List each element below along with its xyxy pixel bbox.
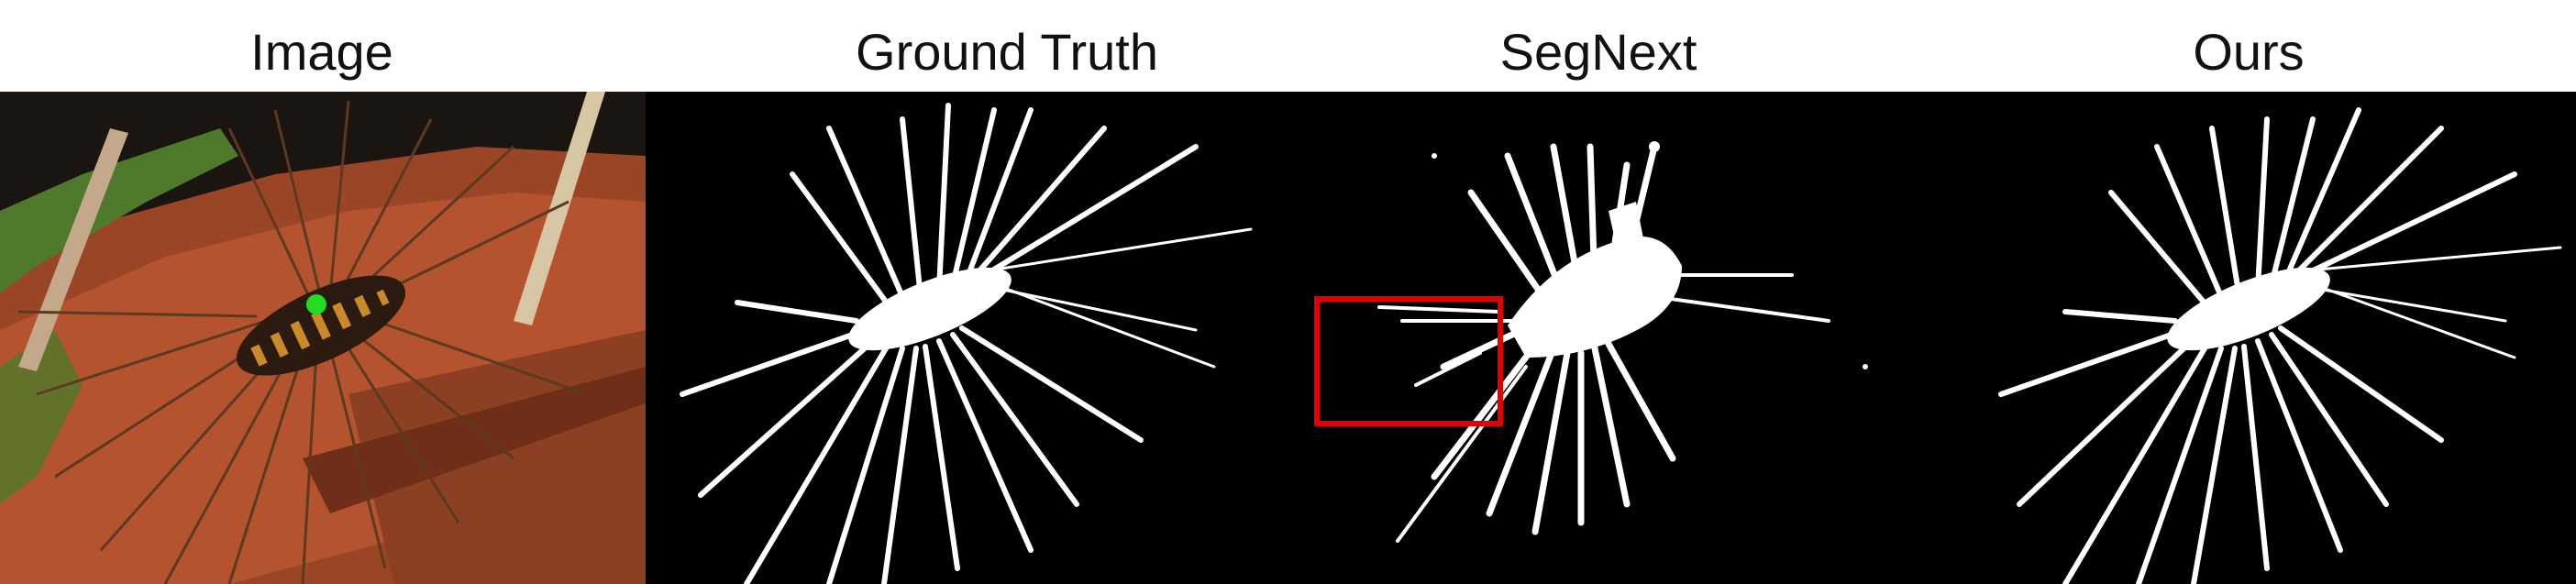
image-panel (0, 92, 646, 584)
segnext-mask (1278, 92, 1928, 584)
highlight-box (1314, 296, 1503, 426)
title-row: Image Ground Truth SegNext Ours (0, 0, 2576, 92)
click-marker (306, 294, 326, 314)
title-ground-truth: Ground Truth (856, 23, 1158, 81)
segnext-panel (1278, 92, 1928, 584)
title-segnext: SegNext (1499, 23, 1697, 81)
ground-truth-panel (646, 92, 1278, 584)
title-ours: Ours (2193, 23, 2305, 81)
title-image: Image (250, 23, 393, 81)
ours-panel (1928, 92, 2576, 584)
centipede-photo (0, 92, 646, 584)
ours-mask (1928, 92, 2576, 584)
ground-truth-mask (646, 92, 1278, 584)
